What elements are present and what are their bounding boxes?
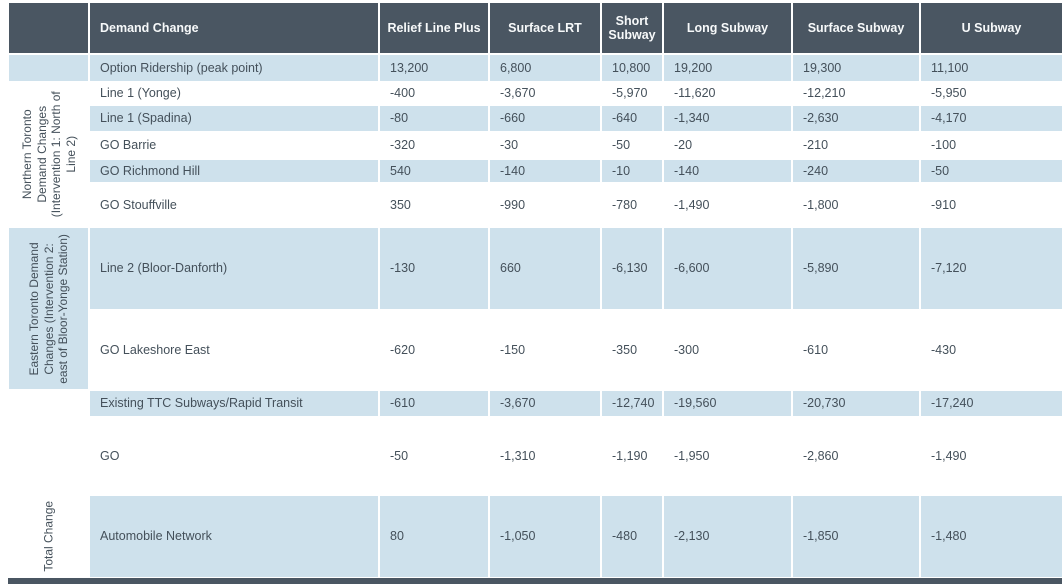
column-header-surface-subway: Surface Subway [793,3,919,53]
data-cell: 11,100 [921,55,1062,81]
column-header-long-subway: Long Subway [664,3,791,53]
row-label: Automobile Network [90,496,378,577]
data-cell: -610 [380,391,488,416]
data-cell: -2,130 [664,496,791,577]
data-cell: 19,300 [793,55,919,81]
section-label-eastern-toronto: Eastern Toronto Demand Changes (Interven… [9,228,88,389]
data-cell: -780 [602,184,662,226]
data-cell: -1,490 [664,184,791,226]
data-cell: 19,200 [664,55,791,81]
section-label-eastern-toronto-text: Eastern Toronto Demand Changes (Interven… [26,233,70,384]
data-cell: -1,480 [921,496,1062,577]
data-cell: -140 [490,160,600,182]
data-cell: -1,850 [793,496,919,577]
row-label: Line 1 (Spadina) [90,106,378,131]
data-cell: -50 [380,418,488,494]
data-cell: -80 [380,106,488,131]
data-cell: 350 [380,184,488,226]
data-cell: 10,800 [602,55,662,81]
data-cell: -3,670 [490,391,600,416]
data-cell: -20,730 [793,391,919,416]
data-cell: -3,670 [490,83,600,104]
row-label-spacer [9,55,88,81]
data-cell: -50 [602,133,662,158]
data-cell: -300 [664,311,791,389]
data-cell: -6,130 [602,228,662,309]
column-header-relief-line-plus: Relief Line Plus [380,3,488,53]
row-label: Line 2 (Bloor-Danforth) [90,228,378,309]
section-label-total-change-text: Total Change [41,501,56,572]
data-cell: 13,200 [380,55,488,81]
section-label-spacer [9,391,88,494]
data-cell: 6,800 [490,55,600,81]
data-cell: 80 [380,496,488,577]
data-cell: -130 [380,228,488,309]
data-cell: -7,120 [921,228,1062,309]
data-cell: -6,600 [664,228,791,309]
section-label-total-change: Total Change [9,496,88,577]
demand-change-table: Demand Change Relief Line Plus Surface L… [9,3,1062,577]
row-label: GO Stouffville [90,184,378,226]
data-cell: 660 [490,228,600,309]
data-cell: -1,490 [921,418,1062,494]
data-cell: -400 [380,83,488,104]
data-cell: 540 [380,160,488,182]
data-cell: -150 [490,311,600,389]
data-cell: -430 [921,311,1062,389]
row-label: Existing TTC Subways/Rapid Transit [90,391,378,416]
data-cell: -1,310 [490,418,600,494]
column-header-surface-lrt: Surface LRT [490,3,600,53]
data-cell: -20 [664,133,791,158]
data-cell: -11,620 [664,83,791,104]
data-cell: -610 [793,311,919,389]
data-cell: -5,970 [602,83,662,104]
data-cell: -480 [602,496,662,577]
row-label: GO Richmond Hill [90,160,378,182]
row-label: GO [90,418,378,494]
data-cell: -5,950 [921,83,1062,104]
data-cell: -2,630 [793,106,919,131]
data-cell: -320 [380,133,488,158]
data-cell: -1,050 [490,496,600,577]
data-cell: -19,560 [664,391,791,416]
row-label: Line 1 (Yonge) [90,83,378,104]
corner-header-cell [9,3,88,53]
data-cell: -1,950 [664,418,791,494]
data-cell: -50 [921,160,1062,182]
column-header-demand-change: Demand Change [90,3,378,53]
data-cell: -640 [602,106,662,131]
data-cell: -5,890 [793,228,919,309]
data-cell: -1,340 [664,106,791,131]
row-label: GO Barrie [90,133,378,158]
table-bottom-border [8,578,1062,584]
data-cell: -17,240 [921,391,1062,416]
row-label: GO Lakeshore East [90,311,378,389]
data-cell: -1,800 [793,184,919,226]
section-label-northern-toronto: Northern Toronto Demand Changes (Interve… [9,83,88,226]
column-header-short-subway: Short Subway [602,3,662,53]
data-cell: -100 [921,133,1062,158]
data-cell: -12,740 [602,391,662,416]
data-cell: -240 [793,160,919,182]
data-cell: -1,190 [602,418,662,494]
data-cell: -10 [602,160,662,182]
data-cell: -30 [490,133,600,158]
data-cell: -4,170 [921,106,1062,131]
data-cell: -350 [602,311,662,389]
row-label: Option Ridership (peak point) [90,55,378,81]
data-cell: -2,860 [793,418,919,494]
data-cell: -990 [490,184,600,226]
data-cell: -12,210 [793,83,919,104]
data-cell: -140 [664,160,791,182]
data-cell: -660 [490,106,600,131]
column-header-u-subway: U Subway [921,3,1062,53]
data-cell: -620 [380,311,488,389]
data-cell: -210 [793,133,919,158]
data-cell: -910 [921,184,1062,226]
section-label-northern-toronto-text: Northern Toronto Demand Changes (Interve… [19,91,78,218]
